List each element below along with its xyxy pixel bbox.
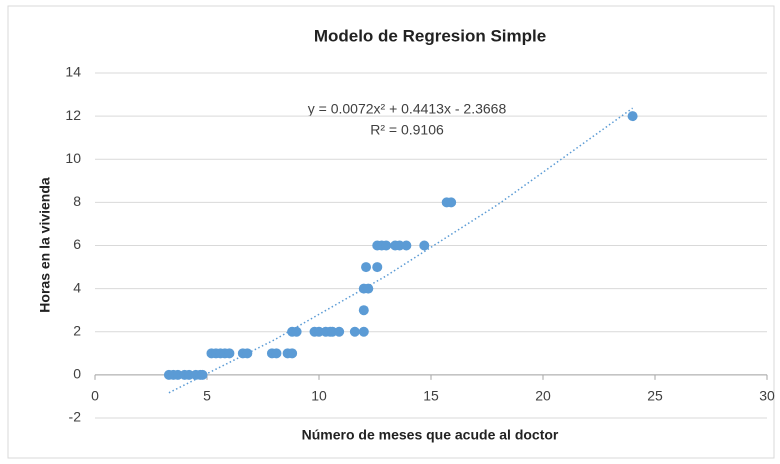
x-axis-label: Número de meses que acude al doctor [302, 427, 559, 443]
x-tick-label: 5 [203, 388, 211, 404]
y-tick-label: 0 [73, 366, 81, 382]
y-tick-label: 8 [73, 193, 81, 209]
point [372, 262, 383, 273]
point [271, 348, 282, 359]
point [363, 283, 374, 294]
chart-frame [7, 5, 775, 459]
point [242, 348, 253, 359]
point [381, 240, 392, 251]
x-tick-label: 10 [311, 388, 327, 404]
y-tick-label: 6 [73, 236, 81, 252]
x-tick-label: 25 [647, 388, 663, 404]
point [291, 326, 302, 337]
point [419, 240, 430, 251]
y-axis-label: Horas en la vivienda [37, 177, 53, 313]
r-squared: R² = 0.9106 [370, 122, 444, 138]
point [446, 197, 457, 208]
x-tick-label: 0 [91, 388, 99, 404]
x-tick-label: 30 [759, 388, 775, 404]
point [287, 348, 298, 359]
chart-title: Modelo de Regresion Simple [314, 26, 546, 45]
x-tick-label: 20 [535, 388, 551, 404]
point [349, 326, 360, 337]
point [401, 240, 412, 251]
y-tick-label: 2 [73, 322, 81, 338]
y-tick-label: 12 [65, 107, 81, 123]
point [627, 111, 638, 122]
y-tick-label: -2 [69, 409, 82, 425]
point [197, 369, 208, 380]
point [358, 305, 369, 316]
point [358, 326, 369, 337]
y-tick-label: 14 [65, 64, 81, 80]
point [334, 326, 345, 337]
x-tick-label: 15 [423, 388, 439, 404]
point [224, 348, 235, 359]
point [361, 262, 372, 273]
y-tick-label: 10 [65, 150, 81, 166]
y-tick-label: 4 [73, 279, 81, 295]
equation: y = 0.0072x² + 0.4413x - 2.3668 [308, 101, 507, 117]
